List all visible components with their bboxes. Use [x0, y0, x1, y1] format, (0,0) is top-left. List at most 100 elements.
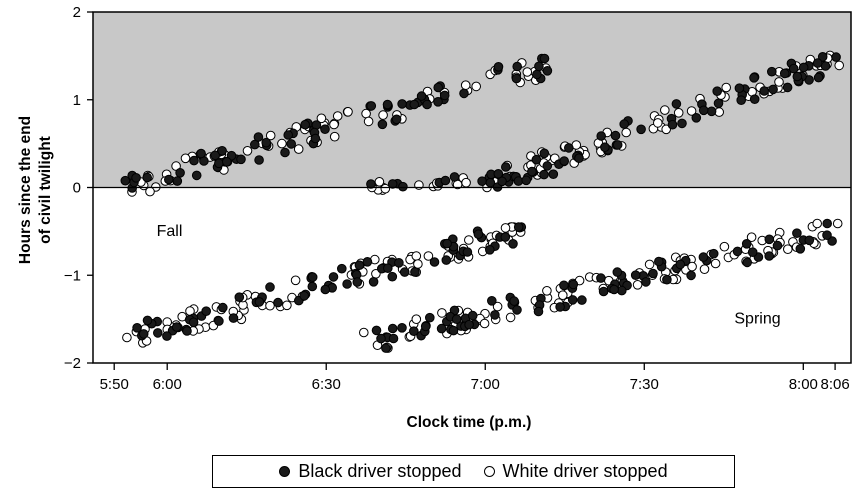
point-black-driver	[698, 252, 709, 262]
point-white-driver	[363, 116, 374, 127]
legend: Black driver stopped White driver stoppe…	[212, 455, 735, 488]
y-tick-label: 2	[73, 4, 81, 21]
point-white-driver	[783, 244, 793, 254]
point-black-driver	[500, 232, 511, 242]
point-black-driver	[153, 328, 163, 338]
point-black-driver	[533, 306, 544, 317]
point-black-driver	[675, 259, 686, 270]
point-black-driver	[283, 130, 294, 140]
point-black-driver	[352, 277, 363, 287]
point-black-driver	[172, 176, 183, 186]
point-black-driver	[662, 274, 672, 285]
point-black-driver	[416, 91, 427, 101]
point-black-driver	[280, 147, 290, 158]
point-black-driver	[542, 161, 553, 171]
point-black-driver	[307, 281, 318, 292]
y-tick-label: 0	[73, 180, 81, 197]
point-black-driver	[131, 173, 141, 183]
point-black-driver	[534, 61, 544, 72]
point-black-driver	[630, 270, 641, 281]
point-white-driver	[812, 218, 823, 229]
point-black-driver	[782, 82, 793, 93]
point-white-driver	[710, 258, 721, 269]
point-black-driver	[619, 119, 630, 129]
point-black-driver	[521, 175, 532, 186]
point-white-driver	[411, 314, 422, 325]
point-black-driver	[788, 63, 799, 74]
point-white-driver	[378, 110, 388, 120]
point-black-driver	[342, 279, 352, 289]
point-black-driver	[539, 53, 550, 64]
point-black-driver	[441, 255, 452, 265]
point-white-driver	[343, 107, 353, 117]
point-black-driver	[812, 58, 823, 68]
point-black-driver	[617, 285, 627, 296]
point-black-driver	[531, 154, 542, 165]
point-white-driver	[464, 235, 474, 245]
point-black-driver	[337, 263, 347, 274]
point-black-driver	[490, 310, 500, 320]
point-white-driver	[329, 131, 340, 142]
point-black-driver	[387, 179, 398, 189]
point-white-driver	[332, 111, 343, 121]
point-black-driver	[439, 90, 450, 101]
point-white-driver	[686, 106, 697, 116]
point-black-driver	[741, 239, 752, 249]
point-black-driver	[708, 248, 719, 259]
point-white-driver	[359, 327, 369, 338]
point-white-driver	[290, 275, 301, 286]
point-black-driver	[532, 69, 542, 80]
point-black-driver	[772, 240, 783, 251]
point-black-driver	[254, 297, 265, 307]
point-black-driver	[250, 139, 260, 150]
x-tick-label: 6:00	[153, 376, 182, 393]
point-black-driver	[822, 230, 832, 240]
legend-label-white: White driver stopped	[502, 461, 668, 481]
x-tick-label: 6:30	[312, 376, 341, 393]
point-black-driver	[142, 172, 152, 183]
point-black-driver	[574, 153, 584, 163]
point-white-driver	[644, 259, 655, 270]
point-black-driver	[429, 257, 440, 267]
point-black-driver	[142, 315, 153, 326]
point-black-driver	[648, 268, 658, 279]
point-black-driver	[320, 284, 331, 295]
point-black-driver	[286, 139, 297, 149]
point-white-driver	[423, 251, 434, 261]
data-points	[120, 50, 845, 353]
point-black-driver	[493, 62, 504, 72]
legend-item-black: Black driver stopped	[279, 461, 462, 482]
point-black-driver	[487, 296, 497, 306]
point-black-driver	[442, 238, 452, 249]
point-white-driver	[461, 177, 471, 188]
point-black-driver	[822, 218, 833, 229]
point-black-driver	[132, 323, 142, 333]
point-black-driver	[831, 52, 841, 62]
point-black-driver	[449, 172, 460, 182]
point-black-driver	[371, 325, 382, 336]
point-black-driver	[792, 228, 802, 238]
point-white-driver	[660, 105, 670, 115]
point-black-driver	[164, 174, 174, 185]
point-black-driver	[477, 176, 487, 186]
point-black-driver	[397, 323, 407, 333]
legend-item-white: White driver stopped	[483, 461, 668, 482]
point-black-driver	[539, 148, 550, 159]
point-black-driver	[817, 52, 828, 62]
point-black-driver	[191, 170, 202, 181]
point-black-driver	[564, 143, 574, 153]
point-black-driver	[577, 295, 587, 305]
point-black-driver	[527, 166, 537, 177]
point-black-driver	[162, 331, 172, 341]
point-white-driver	[316, 113, 327, 124]
point-black-driver	[409, 326, 419, 337]
point-black-driver	[210, 150, 220, 161]
point-black-driver	[548, 169, 559, 179]
point-white-driver	[621, 127, 632, 138]
point-white-driver	[832, 218, 843, 229]
point-black-driver	[218, 302, 228, 313]
point-white-driver	[719, 241, 730, 252]
point-black-driver	[686, 270, 696, 281]
point-black-driver	[254, 155, 264, 165]
point-black-driver	[698, 105, 709, 116]
